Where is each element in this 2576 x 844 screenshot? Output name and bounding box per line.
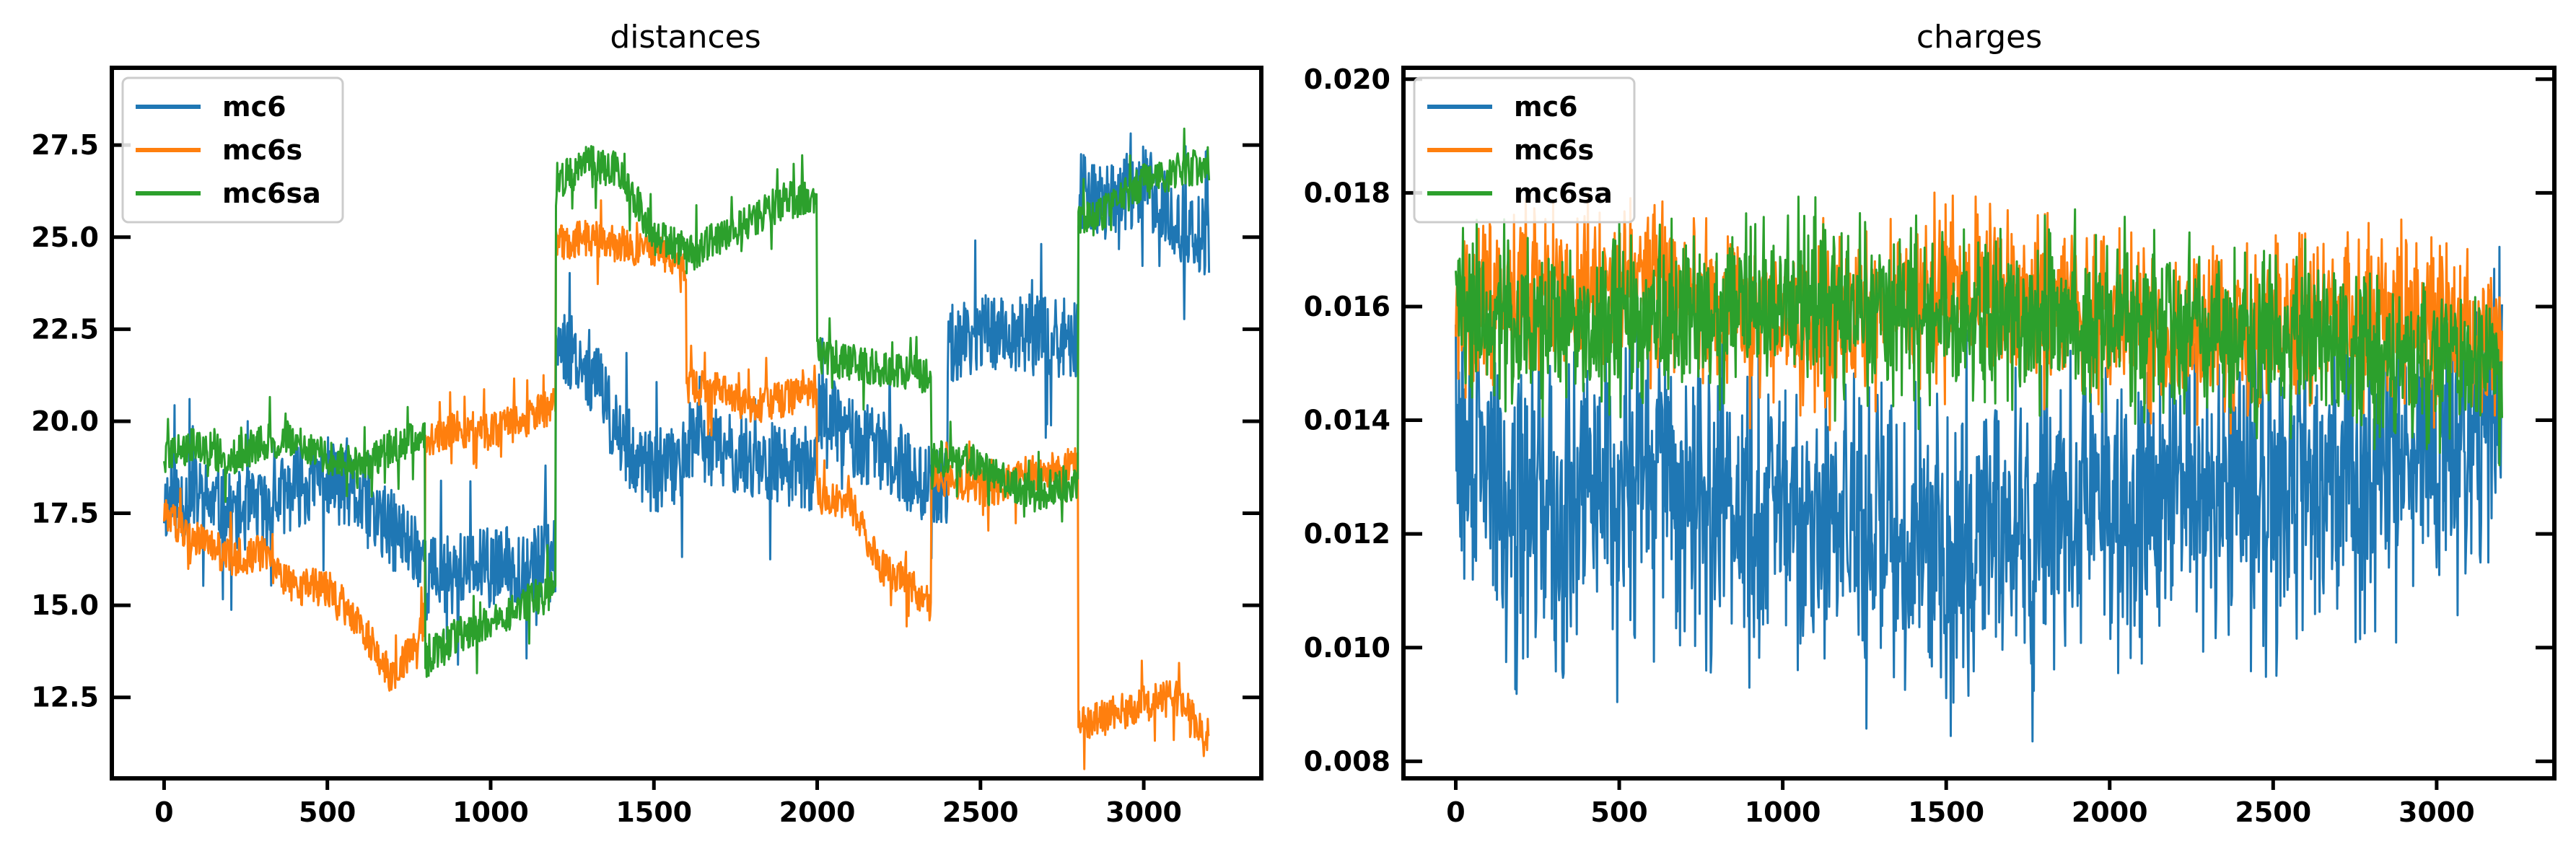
y-tick-label: 0.012 (1304, 518, 1390, 550)
series-line-mc6sa (1455, 195, 2503, 467)
x-tick-label: 500 (299, 796, 356, 828)
legend-box (1413, 76, 1636, 224)
legend-label-mc6s: mc6s (1514, 134, 1594, 166)
x-tick-label: 0 (1446, 796, 1465, 828)
y-tick-label: 22.5 (31, 313, 99, 345)
y-tick-label: 0.014 (1304, 405, 1390, 436)
x-axis: 0 500 1000 1500 2000 2500 3000 (1446, 778, 2475, 828)
legend-label-mc6sa: mc6sa (222, 177, 321, 209)
legend: mc6 mc6s mc6sa (1413, 76, 1636, 224)
y-tick-label: 17.5 (31, 498, 99, 529)
chart-title: distances (610, 19, 761, 56)
x-tick-label: 500 (1590, 796, 1647, 828)
legend-box (121, 76, 344, 224)
x-tick-label: 1500 (1908, 796, 1984, 828)
y-tick-label: 0.018 (1304, 177, 1390, 208)
y-tick-label: 15.0 (31, 589, 99, 621)
x-tick-label: 0 (154, 796, 173, 828)
legend-label-mc6: mc6 (222, 91, 286, 123)
series-group (162, 127, 1211, 770)
x-axis: 0 500 1000 1500 2000 2500 3000 (154, 778, 1182, 828)
x-tick-label: 3000 (1105, 796, 1182, 828)
x-tick-label: 2000 (2072, 796, 2148, 828)
series-line-mc6 (1455, 245, 2503, 743)
x-tick-label: 3000 (2398, 796, 2475, 828)
chart-title: charges (1916, 19, 2042, 56)
plot-frame (1401, 66, 2557, 781)
x-tick-label: 2500 (2235, 796, 2311, 828)
y-tick-label: 27.5 (31, 129, 99, 161)
x-tick-label: 1000 (452, 796, 529, 828)
x-tick-label: 2500 (942, 796, 1019, 828)
legend: mc6 mc6s mc6sa (121, 76, 344, 224)
series-line-mc6sa (162, 127, 1211, 678)
chart-distances: distances 0 500 1000 1500 2000 2500 3000 12.51… (31, 19, 1263, 828)
y-axis: 12.5 15.0 17.5 20.0 22.5 25.0 27.5 (31, 129, 1261, 713)
plot-frame (110, 66, 1263, 781)
y-tick-label: 12.5 (31, 682, 99, 713)
legend-label-mc6: mc6 (1514, 91, 1578, 123)
x-tick-label: 1000 (1745, 796, 1821, 828)
chart-charges: charges 0 500 1000 1500 2000 2500 3000 0.0080.… (1304, 19, 2557, 828)
y-tick-label: 0.020 (1304, 63, 1390, 95)
x-tick-label: 2000 (779, 796, 856, 828)
series-group (1455, 191, 2503, 743)
legend-label-mc6s: mc6s (222, 134, 302, 166)
legend-label-mc6sa: mc6sa (1514, 177, 1613, 209)
series-line-mc6 (162, 132, 1211, 666)
y-axis: 0.008 0.010 0.012 0.014 0.016 0.018 0.020 (1304, 63, 2554, 777)
y-tick-label: 0.016 (1304, 291, 1390, 322)
y-tick-label: 20.0 (31, 405, 99, 437)
y-tick-label: 0.010 (1304, 632, 1390, 664)
series-line-mc6s (162, 199, 1210, 770)
y-tick-label: 25.0 (31, 221, 99, 253)
y-tick-label: 0.008 (1304, 745, 1390, 777)
x-tick-label: 1500 (615, 796, 692, 828)
